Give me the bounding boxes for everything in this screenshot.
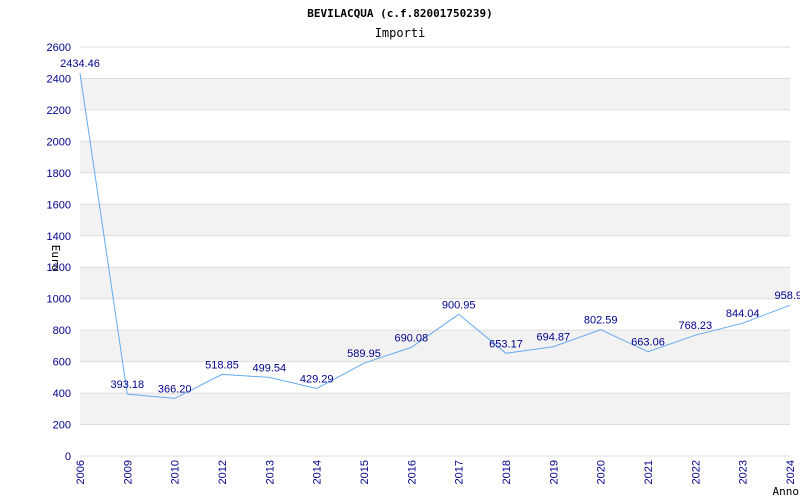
grid-lines	[80, 46, 790, 457]
x-tick-label: 2009	[122, 460, 134, 484]
data-label: 694.87	[537, 332, 571, 344]
y-tick-label: 1600	[47, 199, 71, 211]
data-label: 589.95	[347, 348, 381, 360]
data-label: 900.95	[442, 299, 476, 311]
chart-title: BEVILACQUA (c.f.82001750239)	[307, 7, 492, 20]
y-tick-label: 600	[53, 357, 71, 369]
grid-band	[80, 141, 790, 173]
y-tick-label: 2400	[47, 73, 71, 85]
x-tick-label: 2006	[75, 460, 87, 484]
y-tick-label: 2000	[47, 136, 71, 148]
x-tick-label: 2013	[264, 460, 276, 484]
y-tick-label: 400	[53, 388, 71, 400]
data-label: 393.18	[111, 379, 145, 391]
x-tick-label: 2010	[170, 460, 182, 484]
y-tick-label: 1800	[47, 168, 71, 180]
y-tick-label: 0	[65, 451, 71, 463]
data-label: 653.17	[489, 338, 523, 350]
y-tick-label: 800	[53, 325, 71, 337]
x-tick-label: 2019	[548, 460, 560, 484]
x-tick-label: 2016	[406, 460, 418, 484]
x-tick-label: 2015	[359, 460, 371, 484]
data-label: 518.85	[205, 359, 239, 371]
data-label: 768.23	[679, 320, 713, 332]
data-label: 958.9	[774, 290, 800, 302]
grid-band	[80, 267, 790, 299]
data-label: 366.20	[158, 383, 192, 395]
data-label: 663.06	[631, 337, 665, 349]
x-tick-label: 2023	[738, 460, 750, 484]
data-label: 499.54	[253, 362, 287, 374]
y-axis-ticks: 0 200 400 600 800 1000 1200 1400 1600 1800 2000 220…	[47, 42, 71, 463]
grid-band	[80, 204, 790, 236]
x-tick-label: 2020	[596, 460, 608, 484]
grid-band	[80, 330, 790, 362]
x-tick-label: 2018	[501, 460, 513, 484]
y-tick-label: 1000	[47, 294, 71, 306]
chart-subtitle: Importi	[375, 26, 426, 40]
y-axis-label: Euro	[49, 245, 62, 272]
data-label: 802.59	[584, 315, 618, 327]
grid-bands	[80, 78, 790, 425]
x-axis-label: Anno	[773, 485, 800, 498]
y-tick-label: 1400	[47, 231, 71, 243]
x-tick-label: 2022	[690, 460, 702, 484]
data-labels: 2434.46 393.18 366.20 518.85 499.54 429.29 589…	[60, 58, 800, 395]
grid-band	[80, 393, 790, 425]
x-axis-ticks: 2006 2009 2010 2012 2013 2014 2015 2016 2017 2018…	[75, 460, 797, 484]
series-line	[79, 72, 791, 399]
data-label: 429.29	[300, 373, 334, 385]
x-tick-label: 2017	[454, 460, 466, 484]
x-tick-label: 2012	[217, 460, 229, 484]
x-tick-label: 2014	[312, 460, 324, 484]
data-label: 690.08	[395, 332, 429, 344]
y-tick-label: 200	[53, 420, 71, 432]
x-tick-label: 2024	[785, 460, 797, 484]
data-label: 844.04	[726, 308, 760, 320]
data-label: 2434.46	[60, 58, 100, 70]
y-tick-label: 2600	[47, 42, 71, 54]
y-tick-label: 2200	[47, 105, 71, 117]
grid-band	[80, 78, 790, 110]
x-tick-label: 2021	[643, 460, 655, 484]
y-tick-label: 1200	[47, 262, 71, 274]
